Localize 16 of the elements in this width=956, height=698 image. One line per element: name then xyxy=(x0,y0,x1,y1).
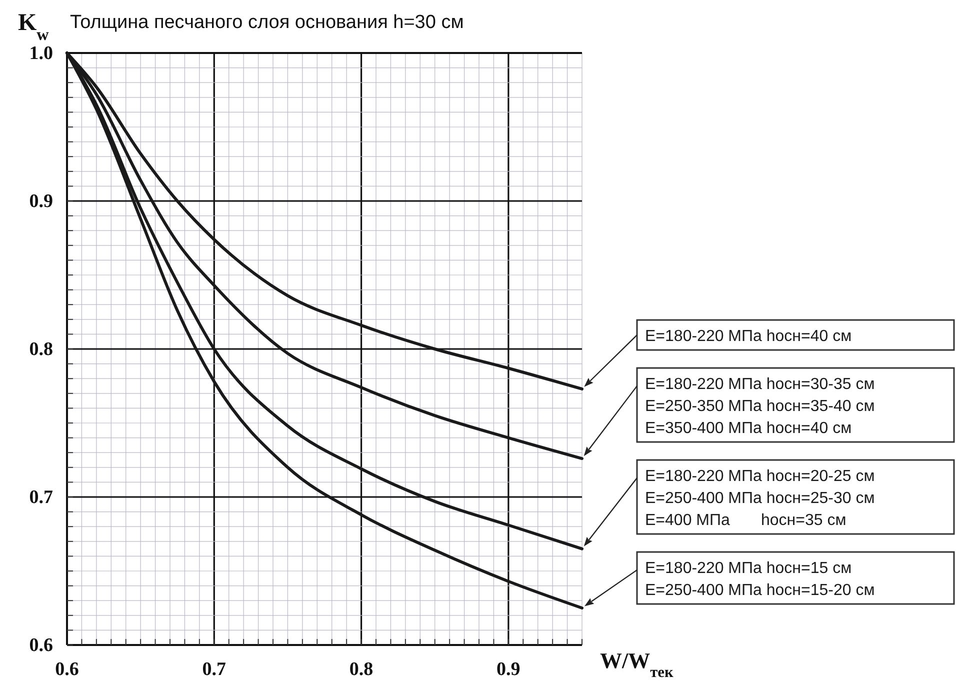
y-tick-label: 0.7 xyxy=(29,487,54,508)
y-axis-title: K$_{w}$ xyxy=(18,10,50,44)
legend-label: E=180-220 МПа hосн=15 см E=250-400 МПа hосн=15-20 см xyxy=(645,560,875,599)
x-tick-label: 0.7 xyxy=(202,658,227,680)
x-tick-label: 0.6 xyxy=(55,658,79,680)
x-tick-label: 0.9 xyxy=(496,658,520,680)
y-tick-label: 0.6 xyxy=(29,635,53,656)
text: E=180-220 МПа hосн=40 см xyxy=(645,328,852,345)
y-tick-label: 1.0 xyxy=(29,43,53,64)
chart-title: Толщина песчаного слоя основания h=30 см xyxy=(70,12,464,33)
text: E=180-220 МПа hосн=20-25 см E=250-400 МПа hосн=25-30 см E=400 МПа hосн=35 см xyxy=(645,468,875,529)
x-tick-label: 0.8 xyxy=(349,658,374,680)
y-tick-label: 0.8 xyxy=(29,339,53,360)
x-axis-title: W/W$_{тек}$ xyxy=(600,648,674,680)
y-tick-label: 0.9 xyxy=(29,191,53,212)
text: E=180-220 МПа hосн=30-35 см E=250-350 МПа hосн=35-40 см E=350-400 МПа hосн=40 см xyxy=(645,376,875,437)
